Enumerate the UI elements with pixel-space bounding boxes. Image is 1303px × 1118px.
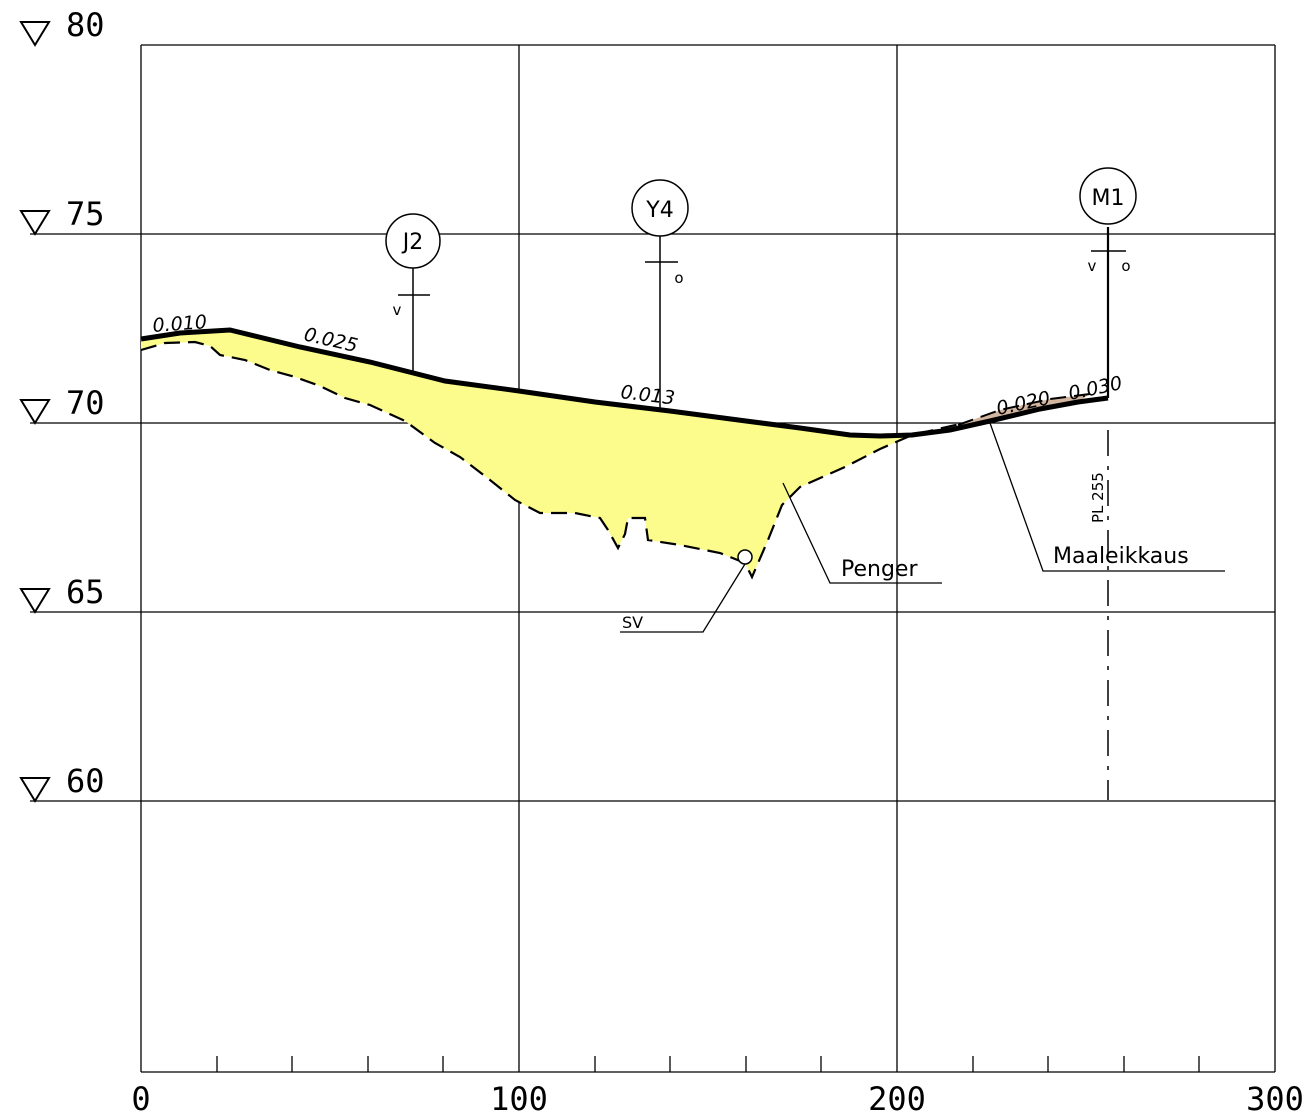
well-j2-side: v bbox=[393, 301, 402, 319]
elevation-label-70: 70 bbox=[66, 384, 105, 422]
design-profile-line bbox=[140, 327, 1109, 439]
station-labels: 0 100 200 300 bbox=[131, 1080, 1303, 1118]
station-label-100: 100 bbox=[490, 1080, 548, 1118]
elevation-label-75: 75 bbox=[66, 195, 105, 233]
cut-fill bbox=[958, 394, 1090, 425]
sv-marker-icon bbox=[737, 549, 753, 565]
well-y4-side: o bbox=[674, 269, 683, 287]
penger-leader bbox=[782, 482, 942, 584]
well-m1-label: M1 bbox=[1092, 186, 1125, 211]
elevation-60: 60 bbox=[19, 762, 105, 803]
well-m1-side-left: v bbox=[1088, 257, 1097, 275]
penger-label: Penger bbox=[841, 557, 918, 582]
station-label-200: 200 bbox=[868, 1080, 926, 1118]
elevation-triangle-icon bbox=[19, 210, 51, 236]
embankment-fill bbox=[141, 330, 912, 577]
sv-callout: SV bbox=[620, 549, 753, 633]
sv-leader bbox=[620, 563, 746, 633]
elevation-65: 65 bbox=[19, 573, 105, 614]
station-ticks bbox=[216, 1056, 1200, 1072]
elevation-triangle-icon bbox=[19, 21, 51, 47]
station-label-0: 0 bbox=[131, 1080, 150, 1118]
penger-callout: Penger bbox=[782, 482, 942, 584]
elevation-triangle-icon bbox=[19, 777, 51, 803]
well-y4-label: Y4 bbox=[645, 198, 673, 223]
elevation-label-80: 80 bbox=[66, 6, 105, 44]
well-m1-circle bbox=[1079, 167, 1137, 225]
elevation-markers: 80 75 70 65 60 bbox=[19, 6, 105, 803]
elevation-label-65: 65 bbox=[66, 573, 105, 611]
elevation-75: 75 bbox=[19, 195, 105, 236]
well-m1: M1 v o bbox=[1079, 167, 1137, 275]
maaleikkaus-callout: Maaleikkaus bbox=[989, 422, 1225, 572]
well-y4: Y4 o bbox=[631, 179, 689, 408]
elevation-label-60: 60 bbox=[66, 762, 105, 800]
pl-255-label: PL 255 bbox=[1089, 472, 1107, 523]
maaleikkaus-leader bbox=[989, 422, 1225, 572]
slope-label-1: 0.010 bbox=[152, 311, 208, 337]
well-j2-label: J2 bbox=[401, 230, 424, 255]
well-j2: J2 v bbox=[385, 213, 441, 373]
sv-label: SV bbox=[622, 613, 643, 632]
maaleikkaus-label: Maaleikkaus bbox=[1053, 544, 1189, 569]
elevation-triangle-icon bbox=[19, 588, 51, 614]
elevation-70: 70 bbox=[19, 384, 105, 425]
ground-line bbox=[140, 340, 961, 580]
station-label-300: 300 bbox=[1246, 1080, 1303, 1118]
well-m1-side-right: o bbox=[1121, 257, 1130, 275]
elevation-80: 80 bbox=[19, 6, 105, 47]
elevation-triangle-icon bbox=[19, 399, 51, 425]
